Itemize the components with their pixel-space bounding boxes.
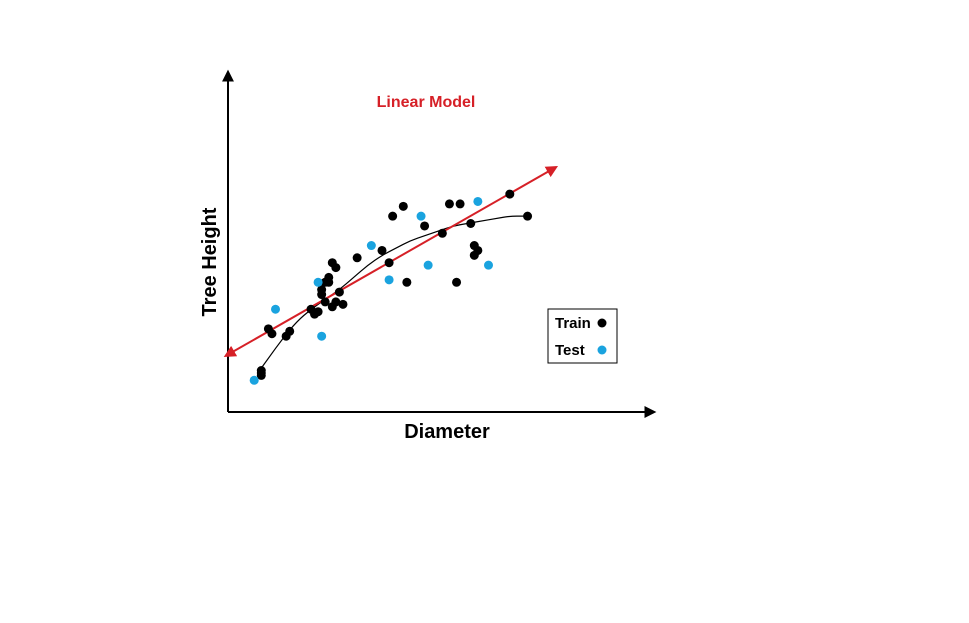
points-layer: [249, 189, 533, 385]
train-point: [384, 258, 394, 268]
legend-box: Train Test: [547, 308, 618, 364]
train-point: [466, 219, 476, 228]
train-point: [377, 245, 387, 255]
train-point: [320, 297, 330, 307]
train-point: [317, 290, 327, 300]
train-point: [324, 277, 334, 287]
train-point: [334, 287, 344, 297]
legend-test-marker: [597, 345, 607, 355]
train-point: [505, 189, 515, 199]
train-point: [267, 329, 277, 339]
test-point: [271, 304, 280, 314]
test-point: [423, 260, 433, 270]
test-point: [384, 275, 394, 285]
train-point: [437, 228, 447, 238]
curve-layer: [257, 215, 524, 374]
legend-test-label: Test: [555, 342, 585, 359]
x-axis-label: Diameter: [404, 421, 490, 443]
train-point: [420, 221, 430, 231]
train-point: [402, 277, 412, 287]
test-point: [473, 196, 483, 206]
test-point: [484, 260, 493, 270]
y-axis-label: Tree Height: [199, 207, 221, 316]
legend-train-marker: [597, 318, 607, 328]
train-point: [313, 307, 323, 317]
train-point: [338, 299, 348, 309]
legend-train-label: Train: [555, 315, 591, 332]
train-point: [352, 253, 362, 263]
train-point: [256, 366, 266, 375]
test-point: [366, 241, 376, 251]
train-point: [523, 211, 533, 221]
train-point: [444, 199, 454, 209]
train-point: [452, 277, 462, 287]
train-point: [388, 211, 398, 221]
train-point: [331, 297, 341, 307]
chart-title: Linear Model: [377, 94, 476, 111]
test-point: [249, 375, 259, 385]
train-point: [473, 245, 483, 255]
train-point: [455, 199, 465, 209]
train-point: [331, 263, 341, 273]
test-point: [313, 277, 323, 287]
test-point: [317, 331, 327, 341]
train-point: [398, 201, 408, 211]
train-point: [285, 326, 295, 336]
test-point: [416, 211, 426, 221]
legend-border: [547, 308, 618, 364]
fitted-curve: [257, 215, 524, 374]
